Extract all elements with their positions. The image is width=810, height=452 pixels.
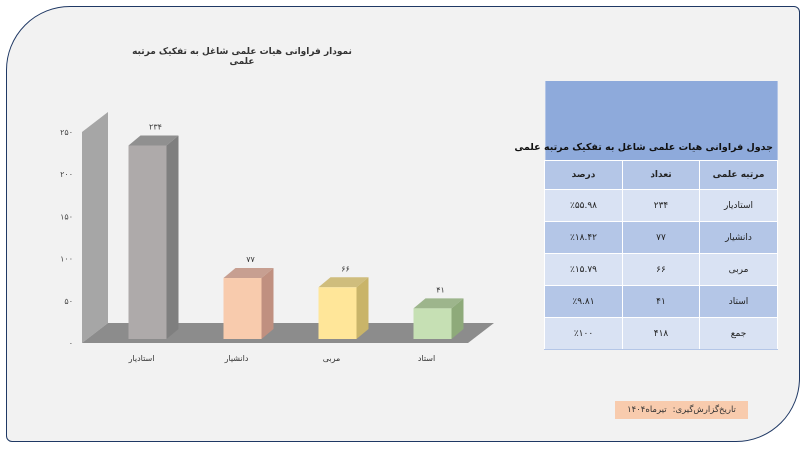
header-rank: مرتبه علمی [699, 160, 778, 190]
bar-side [356, 277, 369, 339]
y-tick-label: ۱۰۰ [60, 255, 73, 264]
bar [128, 145, 167, 339]
chart-floor [82, 323, 494, 343]
x-tick-label: دانشیار [224, 354, 249, 363]
y-tick-label: ۲۵۰ [60, 128, 73, 137]
y-tick-label: ۲۰۰ [60, 170, 73, 179]
bar-side [451, 298, 464, 339]
data-label: ۲۳۴ [149, 123, 162, 132]
bar-top [413, 298, 464, 309]
bar-top [223, 268, 274, 279]
chart-side-wall [82, 112, 108, 343]
report-date-badge: تاریخ‌گزارش‌گیری: تیرماه۱۴۰۴ [615, 401, 748, 419]
bar [318, 287, 357, 339]
bar-side [166, 135, 179, 339]
report-date-value: تیرماه۱۴۰۴ [627, 405, 667, 415]
cell-percent: ٪۱۰۰ [544, 317, 623, 350]
bar [413, 308, 452, 339]
cell-percent: ٪۱۸.۴۲ [544, 221, 623, 254]
table-row: مربی ۶۶ ٪۱۵.۷۹ [544, 253, 778, 286]
header-count: تعداد [622, 160, 700, 190]
cell-percent: ٪۵۵.۹۸ [544, 189, 623, 222]
rank-table: جدول فراوانی هیات علمی شاغل به تفکیک مرت… [514, 81, 778, 350]
y-tick-label: ۱۵۰ [60, 212, 73, 221]
table-header-row: مرتبه علمی تعداد درصد [544, 160, 778, 190]
bar-chart: ۰ ۵۰ ۱۰۰ ۱۵۰ ۲۰۰ ۲۵۰ ۲۳۴ استادیار ۷۷ دانشیار ۶۶ مرب… [60, 112, 494, 363]
cell-rank: استاد [699, 285, 778, 318]
data-label: ۶۶ [341, 264, 350, 273]
bar [223, 278, 262, 339]
y-tick-label: ۵۰ [64, 297, 73, 306]
cell-percent: ٪۹.۸۱ [544, 285, 623, 318]
dashboard-panel: نمودار فراوانی هیات علمی شاغل به تفکیک م… [6, 6, 800, 442]
bar-top [128, 135, 179, 146]
table-row: استادیار ۲۳۴ ٪۵۵.۹۸ [544, 189, 778, 222]
table-row: دانشیار ۷۷ ٪۱۸.۴۲ [544, 221, 778, 254]
y-tick-label: ۰ [69, 339, 73, 348]
x-tick-label: استادیار [128, 354, 155, 363]
cell-rank: استادیار [699, 189, 778, 222]
bar-side [261, 268, 274, 339]
x-tick-label: استاد [418, 354, 435, 363]
table-total-row: جمع ۴۱۸ ٪۱۰۰ [544, 317, 778, 350]
cell-rank: دانشیار [699, 221, 778, 254]
cell-rank: جمع [699, 317, 778, 350]
rank-table-grid: مرتبه علمی تعداد درصد استادیار ۲۳۴ ٪۵۵.۹… [544, 160, 778, 350]
cell-count: ۲۳۴ [622, 189, 700, 222]
table-row: استاد ۴۱ ٪۹.۸۱ [544, 285, 778, 318]
cell-count: ۶۶ [622, 253, 700, 286]
data-label: ۷۷ [246, 255, 255, 264]
data-label: ۴۱ [436, 285, 445, 294]
report-date-label: تاریخ‌گزارش‌گیری: [672, 405, 736, 415]
table-title: جدول فراوانی هیات علمی شاغل به تفکیک مرت… [514, 142, 773, 153]
cell-count: ۷۷ [622, 221, 700, 254]
cell-percent: ٪۱۵.۷۹ [544, 253, 623, 286]
table-title-banner: جدول فراوانی هیات علمی شاغل به تفکیک مرت… [514, 81, 778, 160]
cell-count: ۴۱ [622, 285, 700, 318]
header-percent: درصد [544, 160, 623, 190]
cell-count: ۴۱۸ [622, 317, 700, 350]
x-tick-label: مربی [323, 354, 341, 363]
bar-top [318, 277, 369, 288]
cell-rank: مربی [699, 253, 778, 286]
chart-title: نمودار فراوانی هیات علمی شاغل به تفکیک م… [132, 47, 352, 67]
